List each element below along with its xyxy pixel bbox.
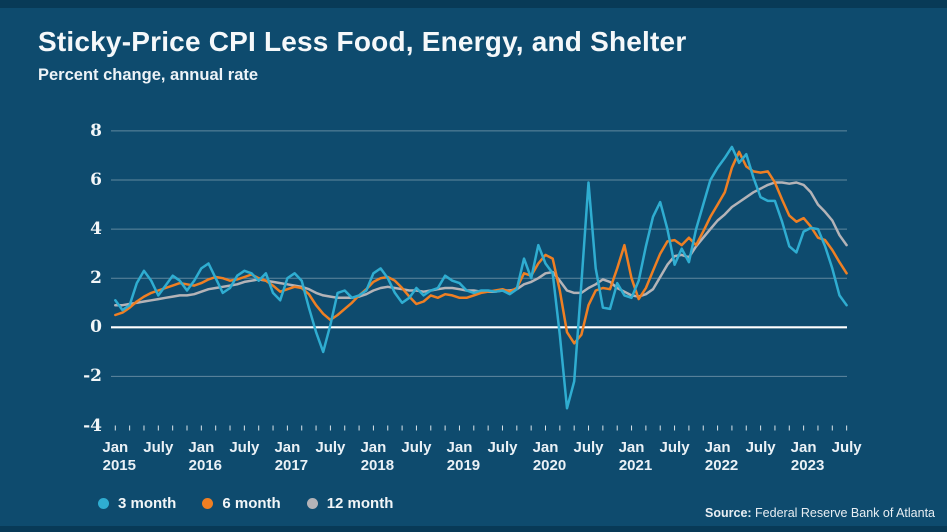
y-axis-label: 2 [90,268,102,289]
chart-legend: 3 month 6 month 12 month [98,495,393,512]
x-axis-label-month: Jan [102,439,129,456]
y-axis-label: -4 [83,415,102,436]
series-line-12-month [114,181,848,307]
legend-label-12-month: 12 month [326,495,394,512]
legend-label-3-month: 3 month [118,495,177,512]
x-axis-label-year: 2016 [188,457,223,474]
x-axis-label-year: 2017 [274,457,309,474]
legend-label-6-month: 6 month [222,495,281,512]
bottom-accent-band [0,526,947,532]
y-axis-label: 0 [90,317,102,338]
source-attribution: Source: Federal Reserve Bank of Atlanta [705,506,935,520]
x-axis-label-month: July [573,439,604,456]
page-title: Sticky-Price CPI Less Food, Energy, and … [38,26,687,57]
x-axis-label-month: Jan [532,439,559,456]
x-axis-label-month: Jan [446,439,473,456]
legend-dot-6-month-icon [202,498,214,509]
x-axis-label-year: 2019 [446,457,481,474]
x-axis-label-month: July [831,439,862,456]
x-axis-label-month: Jan [618,439,645,456]
x-axis-label-month: Jan [790,439,817,456]
x-axis-label-month: July [659,439,690,456]
x-axis-label-year: 2018 [360,457,395,474]
x-axis-label-year: 2022 [704,457,739,474]
legend-dot-3-month-icon [98,498,109,509]
source-text: Federal Reserve Bank of Atlanta [751,506,935,520]
series-line-3-month [114,145,848,410]
x-axis-label-month: July [229,439,260,456]
page-subtitle: Percent change, annual rate [38,66,259,84]
x-axis-label-year: 2020 [532,457,567,474]
x-axis-label-month: Jan [704,439,731,456]
y-axis-label: 6 [90,170,102,190]
x-axis-label-month: Jan [188,439,215,456]
x-axis-label-month: July [315,439,346,456]
legend-item-6-month: 6 month [202,495,281,512]
x-axis-label-month: Jan [360,439,387,456]
legend-item-12-month: 12 month [306,495,394,512]
x-axis-label-month: Jan [274,439,301,456]
legend-item-3-month: 3 month [98,495,176,512]
series-line-6-month [114,150,848,345]
top-accent-band [0,0,947,8]
x-axis-label-month: July [401,439,432,456]
y-axis-label: 4 [90,219,102,240]
x-axis-label-month: July [487,439,518,456]
y-axis-label: -2 [83,366,102,387]
x-axis-label-month: July [143,439,174,456]
legend-dot-12-month-icon [306,498,318,509]
x-axis-label-year: 2023 [790,457,825,474]
y-axis-label: 8 [90,120,102,141]
x-axis-label-month: July [745,439,776,456]
x-axis-label-year: 2015 [102,457,136,474]
source-prefix: Source: [705,506,752,520]
x-axis-label-year: 2021 [618,457,653,474]
